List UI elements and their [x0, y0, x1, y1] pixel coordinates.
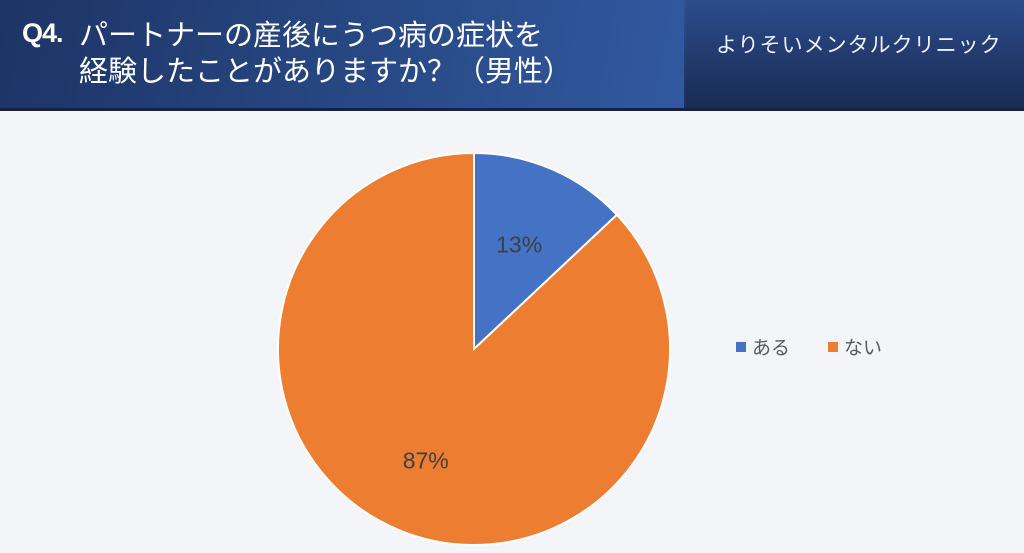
- legend-label-no: ない: [844, 337, 883, 359]
- title-line-2: 経験したことがありますか？（男性）: [79, 54, 573, 88]
- pie-slice-yes: [473, 151, 619, 352]
- pie-slice-no: [277, 151, 671, 546]
- pie-chart: [277, 151, 671, 546]
- clinic-name: よりそいメンタルクリニック: [716, 33, 1002, 57]
- legend-label-yes: ある: [752, 337, 791, 359]
- legend-item-no: ない: [828, 333, 882, 360]
- legend: ある ない: [736, 333, 882, 360]
- header-divider: [0, 108, 1024, 111]
- header-title-panel: [0, 0, 684, 110]
- header-banner: Q4. パートナーの産後にうつ病の症状を 経験したことがありますか？（男性） よ…: [0, 0, 1024, 111]
- pie-slices: [277, 151, 671, 546]
- question-number: Q4.: [22, 18, 64, 48]
- chart-area: 13% 87% ある ない: [0, 111, 1024, 553]
- header-clinic-panel: [686, 0, 1024, 110]
- title-line-1: パートナーの産後にうつ病の症状を: [79, 18, 544, 52]
- legend-swatch-no: [828, 341, 839, 352]
- data-label-no: 87%: [402, 447, 449, 474]
- legend-swatch-yes: [736, 341, 746, 352]
- data-label-yes: 13%: [496, 231, 543, 258]
- legend-item-yes: ある: [736, 333, 790, 360]
